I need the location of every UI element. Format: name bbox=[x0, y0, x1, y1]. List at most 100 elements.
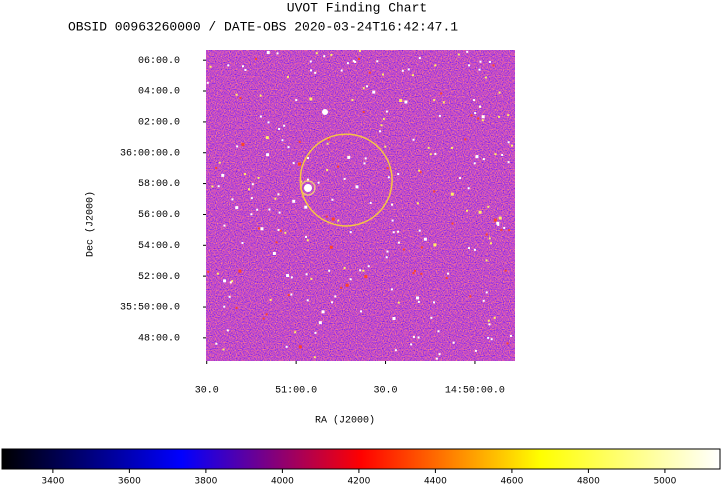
star bbox=[260, 227, 264, 231]
star bbox=[274, 197, 277, 200]
star bbox=[216, 272, 219, 275]
star bbox=[382, 117, 385, 120]
star bbox=[487, 205, 490, 208]
star bbox=[492, 64, 495, 67]
star bbox=[305, 273, 308, 276]
star bbox=[313, 356, 316, 359]
star bbox=[241, 65, 244, 68]
star bbox=[412, 335, 415, 338]
star bbox=[511, 144, 514, 147]
star bbox=[488, 323, 491, 326]
star bbox=[507, 141, 510, 144]
star bbox=[379, 130, 382, 133]
star bbox=[244, 68, 247, 71]
star bbox=[433, 190, 436, 193]
star bbox=[477, 117, 480, 120]
star bbox=[467, 187, 470, 190]
star bbox=[266, 153, 270, 157]
star bbox=[215, 166, 218, 169]
star bbox=[290, 293, 293, 296]
star bbox=[384, 145, 387, 148]
star bbox=[417, 300, 420, 303]
star bbox=[227, 64, 230, 67]
star bbox=[343, 266, 346, 269]
star bbox=[315, 52, 318, 55]
star bbox=[438, 353, 441, 356]
star bbox=[231, 198, 234, 201]
star bbox=[259, 115, 262, 118]
star bbox=[478, 68, 481, 71]
star bbox=[484, 76, 487, 79]
star bbox=[305, 235, 308, 238]
star bbox=[347, 155, 351, 159]
x-tick-label: 30.0 bbox=[195, 386, 219, 397]
star bbox=[310, 277, 313, 280]
star bbox=[298, 140, 301, 143]
star bbox=[390, 288, 393, 291]
star bbox=[309, 97, 313, 101]
star bbox=[452, 341, 455, 344]
star bbox=[407, 68, 410, 71]
star bbox=[247, 188, 250, 191]
star bbox=[385, 110, 388, 113]
star bbox=[489, 242, 492, 245]
star bbox=[420, 272, 423, 275]
star bbox=[206, 81, 209, 84]
star bbox=[474, 112, 477, 115]
star bbox=[418, 229, 421, 232]
star bbox=[416, 202, 419, 205]
colorbar-tick-label: 4000 bbox=[271, 477, 294, 487]
star bbox=[285, 345, 288, 348]
star bbox=[318, 321, 322, 325]
star bbox=[506, 342, 509, 345]
star bbox=[259, 94, 262, 97]
colorbar-tick-label: 5000 bbox=[653, 477, 676, 487]
star bbox=[397, 241, 400, 244]
colorbar bbox=[1, 448, 721, 470]
star bbox=[404, 100, 408, 104]
star bbox=[268, 208, 271, 211]
star bbox=[434, 64, 437, 67]
star bbox=[488, 60, 491, 63]
star bbox=[485, 291, 488, 294]
star bbox=[360, 310, 363, 313]
star bbox=[287, 146, 290, 149]
x-tick-label: 51:00.0 bbox=[275, 386, 317, 397]
star bbox=[397, 230, 400, 233]
star bbox=[325, 215, 328, 218]
star bbox=[306, 299, 309, 302]
star bbox=[445, 277, 448, 280]
star bbox=[331, 217, 335, 221]
star bbox=[330, 53, 333, 56]
star bbox=[331, 198, 334, 201]
star bbox=[385, 256, 388, 259]
star bbox=[450, 146, 453, 149]
colorbar-tick-label: 4600 bbox=[500, 477, 523, 487]
star bbox=[493, 218, 497, 222]
star bbox=[351, 99, 354, 102]
star bbox=[390, 203, 393, 206]
star bbox=[278, 211, 281, 214]
star bbox=[277, 228, 280, 231]
star bbox=[494, 153, 497, 156]
star bbox=[433, 301, 436, 304]
star bbox=[250, 213, 253, 216]
star bbox=[239, 97, 242, 100]
star bbox=[497, 223, 500, 226]
star bbox=[414, 269, 417, 272]
star bbox=[419, 171, 422, 174]
star bbox=[251, 183, 254, 186]
star bbox=[331, 301, 334, 304]
star bbox=[381, 73, 384, 76]
source-region bbox=[299, 133, 393, 227]
star bbox=[466, 209, 469, 212]
star bbox=[295, 99, 298, 102]
star bbox=[306, 239, 309, 242]
star bbox=[369, 201, 372, 204]
star bbox=[355, 185, 359, 189]
star bbox=[487, 319, 490, 322]
star bbox=[504, 269, 507, 272]
star bbox=[265, 136, 269, 140]
star bbox=[457, 53, 460, 56]
